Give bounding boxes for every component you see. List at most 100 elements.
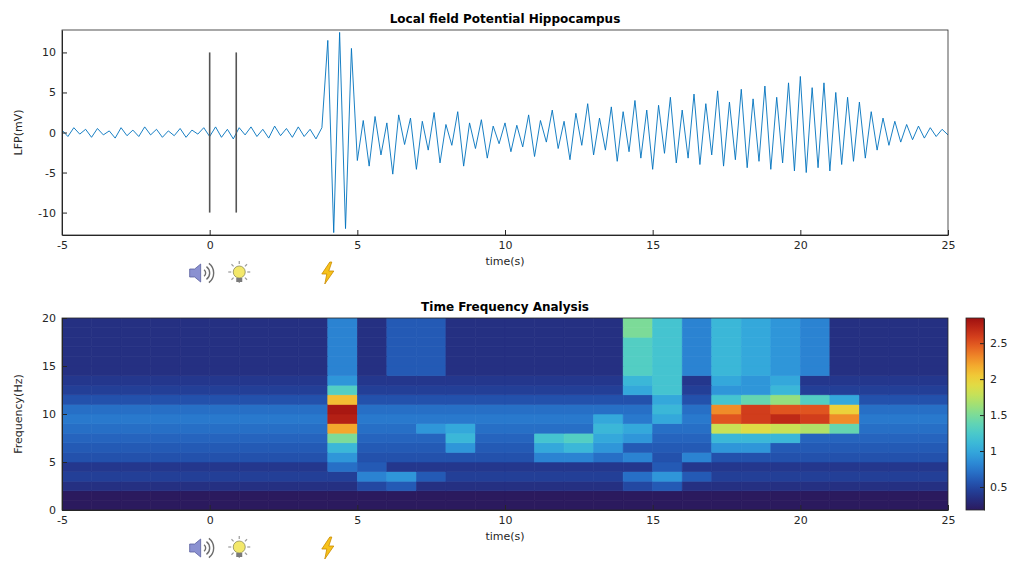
heatmap-cell	[239, 366, 269, 376]
heatmap-cell	[416, 395, 446, 405]
heatmap-cell	[328, 414, 358, 424]
heatmap-cell	[446, 404, 476, 414]
heatmap-cell	[446, 347, 476, 357]
heatmap-cell	[594, 424, 624, 434]
heatmap-cell	[62, 395, 92, 405]
heatmap-cell	[387, 433, 417, 443]
heatmap-cell	[62, 356, 92, 366]
heatmap-cell	[830, 500, 860, 510]
bulb-icon	[228, 536, 250, 558]
heatmap-cell	[564, 424, 594, 434]
heatmap-cell	[121, 347, 151, 357]
tick: -10	[38, 207, 67, 220]
tick-mark	[62, 366, 67, 367]
heatmap-cell	[800, 356, 830, 366]
heatmap-cell	[535, 462, 565, 472]
heatmap-cell	[239, 347, 269, 357]
heatmap-cell	[889, 328, 919, 338]
heatmap-cell	[564, 491, 594, 501]
heatmap-cell	[446, 491, 476, 501]
heatmap-cell	[535, 366, 565, 376]
heatmap-cell	[210, 395, 240, 405]
heatmap-cell	[475, 500, 505, 510]
light-ray	[247, 271, 250, 272]
heatmap-cell	[889, 366, 919, 376]
heatmap-cell	[918, 452, 948, 462]
heatmap-cell	[712, 414, 742, 424]
heatmap-cell	[151, 376, 181, 386]
heatmap-cell	[505, 328, 535, 338]
heatmap-cell	[269, 462, 299, 472]
heatmap-cell	[92, 337, 122, 347]
heatmap-cell	[121, 376, 151, 386]
heatmap-cell	[712, 472, 742, 482]
heatmap-cell	[800, 414, 830, 424]
heatmap-cell	[92, 366, 122, 376]
heatmap-cell	[446, 318, 476, 328]
heatmap-cell	[564, 443, 594, 453]
heatmap-cell	[328, 424, 358, 434]
heatmap-cell	[328, 452, 358, 462]
heatmap-cell	[269, 404, 299, 414]
heatmap-cell	[564, 472, 594, 482]
heatmap-cell	[416, 452, 446, 462]
heatmap-cell	[357, 395, 387, 405]
heatmap-cell	[653, 404, 683, 414]
sound-wave	[204, 545, 206, 551]
heatmap-cell	[859, 328, 889, 338]
heatmap-cell	[328, 318, 358, 328]
heatmap-cell	[830, 414, 860, 424]
heatmap-cell	[151, 414, 181, 424]
heatmap-cell	[712, 347, 742, 357]
heatmap-cell	[269, 356, 299, 366]
heatmap-cell	[210, 404, 240, 414]
x-axis-title: time(s)	[485, 530, 524, 543]
tick: 0	[207, 505, 214, 527]
heatmap-cell	[623, 414, 653, 424]
heatmap-cell	[830, 491, 860, 501]
tick-label: 15	[646, 514, 660, 527]
heatmap-cell	[859, 337, 889, 347]
heatmap-cell	[239, 481, 269, 491]
plot-background	[62, 30, 948, 235]
heatmap-cell	[741, 414, 771, 424]
heatmap-cell	[889, 385, 919, 395]
heatmap-cell	[151, 356, 181, 366]
heatmap-cell	[387, 366, 417, 376]
speaker-icon	[190, 538, 214, 557]
light-ray	[231, 264, 233, 266]
speaker-body	[190, 539, 201, 557]
heatmap-cell	[918, 433, 948, 443]
heatmap-cell	[505, 337, 535, 347]
heatmap-cell	[830, 337, 860, 347]
tick-mark	[980, 415, 984, 416]
heatmap-cell	[800, 337, 830, 347]
heatmap-cell	[387, 337, 417, 347]
heatmap-cell	[889, 318, 919, 328]
heatmap-cell	[653, 414, 683, 424]
heatmap-cell	[92, 443, 122, 453]
heatmap-cell	[357, 356, 387, 366]
heatmap-cell	[682, 404, 712, 414]
heatmap-cell	[682, 337, 712, 347]
heatmap-cell	[712, 452, 742, 462]
heatmap-cell	[535, 347, 565, 357]
tick-mark	[980, 451, 984, 452]
heatmap-cell	[889, 462, 919, 472]
bulb-glass	[233, 266, 245, 278]
heatmap-cell	[918, 328, 948, 338]
tick: 0	[49, 127, 67, 140]
heatmap-cell	[151, 404, 181, 414]
tick: 20	[794, 505, 808, 527]
heatmap-cell	[682, 414, 712, 424]
heatmap-cell	[328, 395, 358, 405]
bolt	[322, 537, 334, 559]
heatmap-cell	[564, 481, 594, 491]
heatmap-cell	[446, 433, 476, 443]
heatmap-cell	[121, 424, 151, 434]
heatmap-cell	[741, 462, 771, 472]
heatmap-cell	[623, 337, 653, 347]
heatmap-cell	[328, 500, 358, 510]
tick-label: 0	[207, 239, 214, 252]
heatmap-cell	[121, 452, 151, 462]
